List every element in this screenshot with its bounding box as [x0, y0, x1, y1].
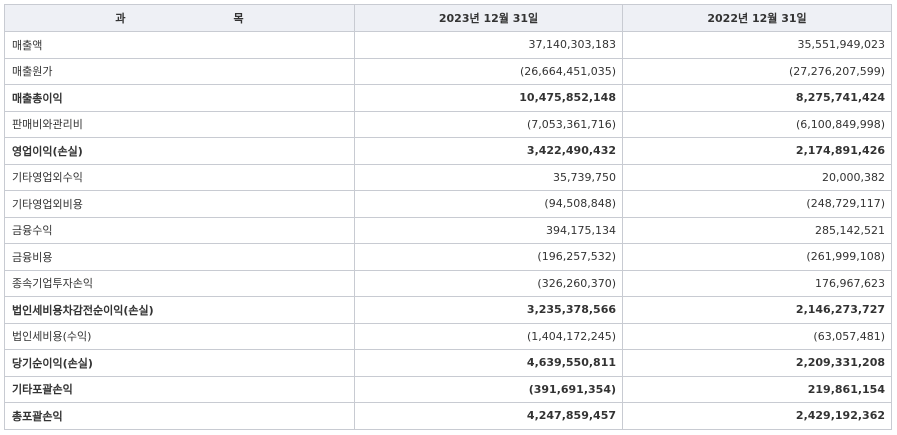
header-2023: 2023년 12월 31일 [354, 4, 623, 32]
value-2022: (27,276,207,599) [622, 57, 892, 85]
value-2023: 35,739,750 [354, 163, 623, 191]
table-row: 금융비용 (196,257,532) (261,999,108) [4, 243, 892, 271]
value-2022: 219,861,154 [622, 375, 892, 403]
value-2022: 20,000,382 [622, 163, 892, 191]
row-label: 법인세비용차감전순이익(손실) [4, 296, 355, 324]
table-row: 기타영업외수익 35,739,750 20,000,382 [4, 163, 892, 191]
row-label: 영업이익(손실) [4, 137, 355, 165]
row-label: 금융수익 [4, 216, 355, 244]
table-row: 매출액 37,140,303,183 35,551,949,023 [4, 31, 892, 59]
value-2023: 394,175,134 [354, 216, 623, 244]
value-2023: 4,639,550,811 [354, 349, 623, 377]
header-item-right: 목 [233, 12, 244, 25]
table-row: 매출원가 (26,664,451,035) (27,276,207,599) [4, 57, 892, 85]
value-2022: 2,209,331,208 [622, 349, 892, 377]
row-label: 매출원가 [4, 57, 355, 85]
value-2022: 2,429,192,362 [622, 402, 892, 430]
table-row: 종속기업투자손익 (326,260,370) 176,967,623 [4, 269, 892, 297]
row-label: 금융비용 [4, 243, 355, 271]
row-label: 총포괄손익 [4, 402, 355, 430]
value-2023: (94,508,848) [354, 190, 623, 218]
header-item-left: 과 [115, 12, 126, 25]
table-row: 당기순이익(손실) 4,639,550,811 2,209,331,208 [4, 349, 892, 377]
table-row: 판매비와관리비 (7,053,361,716) (6,100,849,998) [4, 110, 892, 138]
value-2022: 2,174,891,426 [622, 137, 892, 165]
table-row: 법인세비용(수익) (1,404,172,245) (63,057,481) [4, 322, 892, 350]
value-2023: 37,140,303,183 [354, 31, 623, 59]
value-2023: (326,260,370) [354, 269, 623, 297]
row-label: 매출액 [4, 31, 355, 59]
table-row: 총포괄손익 4,247,859,457 2,429,192,362 [4, 402, 892, 430]
value-2023: 3,235,378,566 [354, 296, 623, 324]
value-2023: 4,247,859,457 [354, 402, 623, 430]
table-row: 금융수익 394,175,134 285,142,521 [4, 216, 892, 244]
value-2022: 285,142,521 [622, 216, 892, 244]
header-2022: 2022년 12월 31일 [622, 4, 892, 32]
row-label: 기타포괄손익 [4, 375, 355, 403]
value-2023: 10,475,852,148 [354, 84, 623, 112]
row-label: 종속기업투자손익 [4, 269, 355, 297]
table-row: 영업이익(손실) 3,422,490,432 2,174,891,426 [4, 137, 892, 165]
value-2023: (196,257,532) [354, 243, 623, 271]
row-label: 당기순이익(손실) [4, 349, 355, 377]
row-label: 기타영업외수익 [4, 163, 355, 191]
value-2022: 35,551,949,023 [622, 31, 892, 59]
value-2022: (6,100,849,998) [622, 110, 892, 138]
value-2023: (26,664,451,035) [354, 57, 623, 85]
table-row: 기타포괄손익 (391,691,354) 219,861,154 [4, 375, 892, 403]
row-label: 기타영업외비용 [4, 190, 355, 218]
value-2022: (248,729,117) [622, 190, 892, 218]
value-2023: 3,422,490,432 [354, 137, 623, 165]
value-2023: (391,691,354) [354, 375, 623, 403]
row-label: 매출총이익 [4, 84, 355, 112]
row-label: 판매비와관리비 [4, 110, 355, 138]
table-row: 법인세비용차감전순이익(손실) 3,235,378,566 2,146,273,72… [4, 296, 892, 324]
value-2022: 8,275,741,424 [622, 84, 892, 112]
value-2023: (7,053,361,716) [354, 110, 623, 138]
table-row: 매출총이익 10,475,852,148 8,275,741,424 [4, 84, 892, 112]
value-2022: (261,999,108) [622, 243, 892, 271]
value-2022: (63,057,481) [622, 322, 892, 350]
value-2023: (1,404,172,245) [354, 322, 623, 350]
row-label: 법인세비용(수익) [4, 322, 355, 350]
value-2022: 2,146,273,727 [622, 296, 892, 324]
value-2022: 176,967,623 [622, 269, 892, 297]
table-row: 기타영업외비용 (94,508,848) (248,729,117) [4, 190, 892, 218]
